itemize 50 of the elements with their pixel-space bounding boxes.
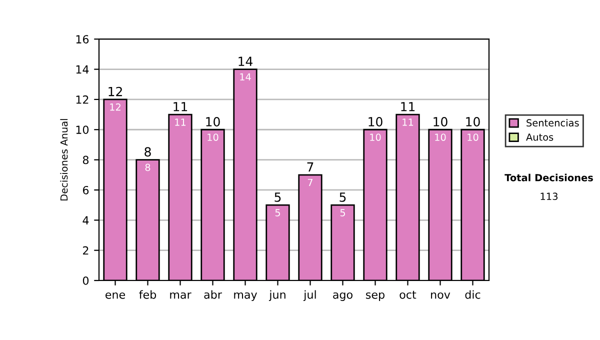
total-label: 10	[206, 116, 220, 126]
x-tick-label: mar	[170, 292, 192, 299]
y-axis-title: Decisiones Anual	[60, 119, 68, 200]
x-tick-label: ene	[106, 292, 126, 299]
total-label: 14	[238, 56, 252, 66]
y-tick-label: 14	[76, 65, 89, 74]
data-label: 8	[145, 164, 150, 172]
total-label: 12	[108, 86, 122, 96]
data-label: 5	[340, 209, 345, 216]
x-tick-label: abr	[204, 290, 222, 299]
data-label: 14	[240, 73, 251, 80]
x-tick-label: may	[234, 292, 258, 301]
x-tick-label: oct	[400, 290, 416, 299]
y-tick-label: 12	[76, 95, 88, 104]
x-tick-label: jun	[268, 290, 286, 301]
data-label: 10	[435, 134, 446, 141]
x-tick-label: sep	[366, 292, 384, 301]
data-label: 10	[208, 134, 218, 141]
total-label: 5	[340, 192, 346, 202]
x-tick-label: nov	[431, 292, 450, 299]
legend-label: Autos	[526, 134, 554, 141]
x-tick-label: dic	[465, 290, 480, 299]
x-tick-label: ago	[333, 292, 352, 301]
total-label: 10	[368, 116, 382, 126]
total-label: 7	[307, 162, 314, 172]
total-label: 10	[466, 116, 480, 126]
y-tick-label: 6	[82, 186, 89, 194]
data-label: 12	[110, 103, 120, 111]
total-label: 10	[434, 116, 448, 126]
x-tick-label: jul	[303, 290, 316, 301]
data-label: 7	[308, 178, 313, 186]
text: Total Decisiones	[504, 174, 593, 182]
data-label: 5	[275, 209, 280, 216]
text: 113	[540, 192, 558, 200]
y-tick-label: 2	[83, 246, 88, 255]
y-tick-label: 0	[82, 276, 89, 285]
total-label: 11	[401, 102, 415, 112]
y-tick-label: 10	[76, 126, 89, 134]
legend-label: Sentencias	[526, 118, 579, 127]
data-label: 10	[370, 134, 381, 141]
y-tick-label: 4	[82, 216, 89, 224]
total-label: 5	[274, 192, 281, 202]
y-tick-label: 8	[82, 156, 89, 164]
data-label: 11	[175, 118, 186, 126]
x-tick-label: feb	[139, 290, 156, 299]
total-label: 8	[144, 147, 151, 157]
y-tick-label: 16	[76, 35, 89, 44]
data-label: 10	[468, 134, 478, 141]
total-label: 11	[174, 102, 188, 112]
data-label: 11	[402, 118, 414, 126]
